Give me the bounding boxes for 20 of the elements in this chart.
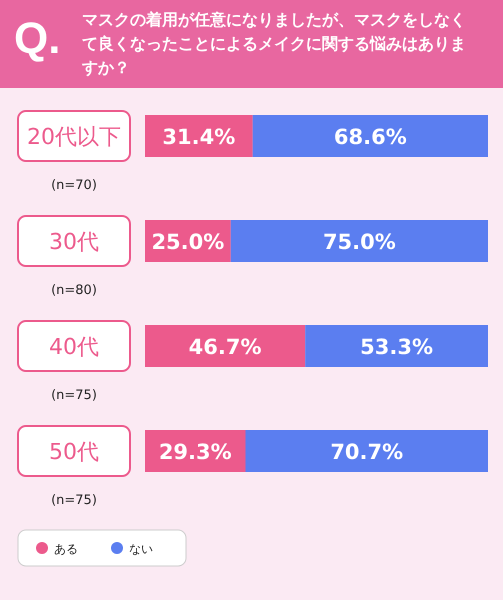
y-tick-label: 20代以下 — [27, 125, 121, 150]
annotation: (n=75) — [51, 493, 97, 508]
annotation: (n=70) — [51, 178, 97, 193]
data-label: 31.4% — [162, 125, 236, 149]
annotation: (n=80) — [51, 283, 97, 298]
legend-label: ない — [129, 542, 153, 556]
data-label: 53.3% — [360, 335, 434, 359]
y-tick-label: 30代 — [49, 230, 99, 255]
annotation: (n=75) — [51, 388, 97, 403]
data-label: 68.6% — [334, 125, 407, 149]
y-tick-label: 50代 — [49, 440, 99, 465]
data-label: 46.7% — [188, 335, 262, 359]
data-label: 25.0% — [151, 230, 224, 254]
annotation: Q. — [14, 14, 60, 64]
data-label: 70.7% — [330, 440, 404, 464]
y-tick-label: 40代 — [49, 335, 99, 360]
data-label: 75.0% — [322, 230, 396, 254]
legend-label: ある — [54, 542, 78, 556]
data-label: 29.3% — [158, 440, 232, 464]
title: マスクの着用が任意になりましたが、マスクをしなくて良くなったことによるメイクに関する悩みはありますか？ — [82, 9, 467, 79]
